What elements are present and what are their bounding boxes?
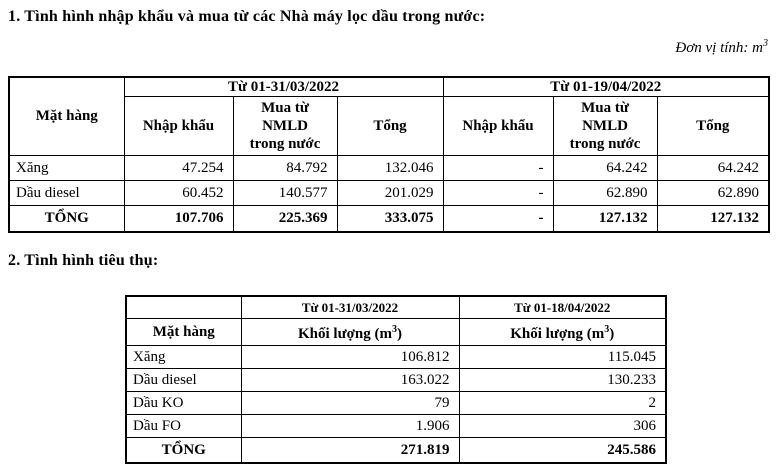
section1-title: 1. Tình hình nhập khẩu và mua từ các Nhà… [8, 8, 486, 25]
total-value: 333.075 [336, 205, 444, 233]
table1-total-row: TỔNG 107.706 225.369 333.075 - 127.132 1… [8, 205, 770, 233]
unit-note-superscript: 3 [763, 38, 768, 49]
row-label: Dầu KO [125, 391, 242, 415]
volume-label-superscript: 3 [391, 324, 397, 335]
row-label: Xăng [125, 345, 242, 369]
cell-value: 79 [240, 391, 460, 415]
table2-subheader-volume-2: Khối lượng (m3) [458, 318, 667, 346]
total-label: TỔNG [8, 205, 125, 233]
table1-period2-header: Từ 01-19/04/2022 [442, 76, 770, 97]
cell-value: 64.242 [552, 155, 658, 181]
table-row-diesel: Dầu diesel 60.452 140.577 201.029 - 62.8… [8, 180, 770, 206]
total-value: - [442, 205, 554, 233]
total-value: 127.132 [656, 205, 770, 233]
cell-value: 1.906 [240, 414, 460, 438]
cell-value: 62.890 [656, 180, 770, 206]
table2-total-row: TỔNG 271.819 245.586 [125, 437, 667, 464]
total-label: TỔNG [125, 437, 242, 464]
table2-subheader-volume-1: Khối lượng (m3) [240, 318, 460, 346]
row-label: Dầu diesel [125, 368, 242, 392]
cell-value: 132.046 [336, 155, 444, 181]
table1-header-row-subcolumns: Nhập khẩu Mua từ NMLD trong nước Tổng Nh… [9, 96, 770, 156]
consumption-table: Từ 01-31/03/2022 Từ 01-18/04/2022 Mặt hà… [125, 295, 667, 464]
table1-subheader-import-2: Nhập khẩu [442, 96, 554, 156]
total-value: 271.819 [240, 437, 460, 464]
cell-value: 2 [458, 391, 667, 415]
total-value: 245.586 [458, 437, 667, 464]
volume-label-text: Khối lượng (m [298, 326, 392, 342]
cell-value: 115.045 [458, 345, 667, 369]
cell-value: 60.452 [123, 180, 234, 206]
table1-subheader-refinery-2: Mua từ NMLD trong nước [552, 96, 658, 156]
cell-value: 47.254 [123, 155, 234, 181]
table1-header-row-periods: Mặt hàng Từ 01-31/03/2022 Từ 01-19/04/20… [8, 76, 770, 156]
volume-label-superscript: 3 [604, 324, 610, 335]
table-row-gasoline: Xăng 47.254 84.792 132.046 - 64.242 64.2… [8, 155, 770, 181]
table1-subheader-total-2: Tổng [656, 96, 770, 156]
volume-label-suffix: ) [609, 326, 615, 342]
table1-subheader-import-1: Nhập khẩu [123, 96, 234, 156]
table2-empty-corner [125, 295, 242, 319]
table2-period2-header: Từ 01-18/04/2022 [458, 295, 667, 319]
table1-period1-header: Từ 01-31/03/2022 [123, 76, 444, 97]
table-row-diesel: Dầu diesel 163.022 130.233 [125, 368, 667, 392]
total-value: 225.369 [232, 205, 338, 233]
table-row-gasoline: Xăng 106.812 115.045 [125, 345, 667, 369]
cell-value: 62.890 [552, 180, 658, 206]
row-label: Dầu diesel [8, 180, 125, 206]
section2-title: 2. Tình hình tiêu thụ: [8, 252, 159, 269]
cell-value: - [442, 180, 554, 206]
unit-note-text: Đơn vị tính: m [675, 40, 763, 56]
table-row-fuel-oil: Dầu FO 1.906 306 [125, 414, 667, 438]
cell-value: 201.029 [336, 180, 444, 206]
import-purchase-table: Mặt hàng Từ 01-31/03/2022 Từ 01-19/04/20… [8, 76, 771, 233]
row-label: Dầu FO [125, 414, 242, 438]
table-row-kerosene: Dầu KO 79 2 [125, 391, 667, 415]
cell-value: 64.242 [656, 155, 770, 181]
total-value: 127.132 [552, 205, 658, 233]
row-label: Xăng [8, 155, 125, 181]
total-value: 107.706 [123, 205, 234, 233]
cell-value: - [442, 155, 554, 181]
table2-corner-header: Mặt hàng [125, 318, 242, 346]
volume-label-suffix: ) [396, 326, 402, 342]
cell-value: 84.792 [232, 155, 338, 181]
cell-value: 130.233 [458, 368, 667, 392]
cell-value: 140.577 [232, 180, 338, 206]
table1-subheader-refinery-1: Mua từ NMLD trong nước [232, 96, 338, 156]
table2-header-row-subcolumns: Mặt hàng Khối lượng (m3) Khối lượng (m3) [125, 318, 667, 346]
unit-note: Đơn vị tính: m3 [8, 34, 770, 58]
volume-label-text: Khối lượng (m [510, 326, 605, 342]
cell-value: 306 [458, 414, 667, 438]
table1-subheader-total-1: Tổng [336, 96, 444, 156]
table2-period1-header: Từ 01-31/03/2022 [240, 295, 460, 319]
cell-value: 106.812 [240, 345, 460, 369]
table1-corner-header: Mặt hàng [8, 76, 125, 156]
table2-header-row-periods: Từ 01-31/03/2022 Từ 01-18/04/2022 [125, 295, 667, 319]
cell-value: 163.022 [240, 368, 460, 392]
